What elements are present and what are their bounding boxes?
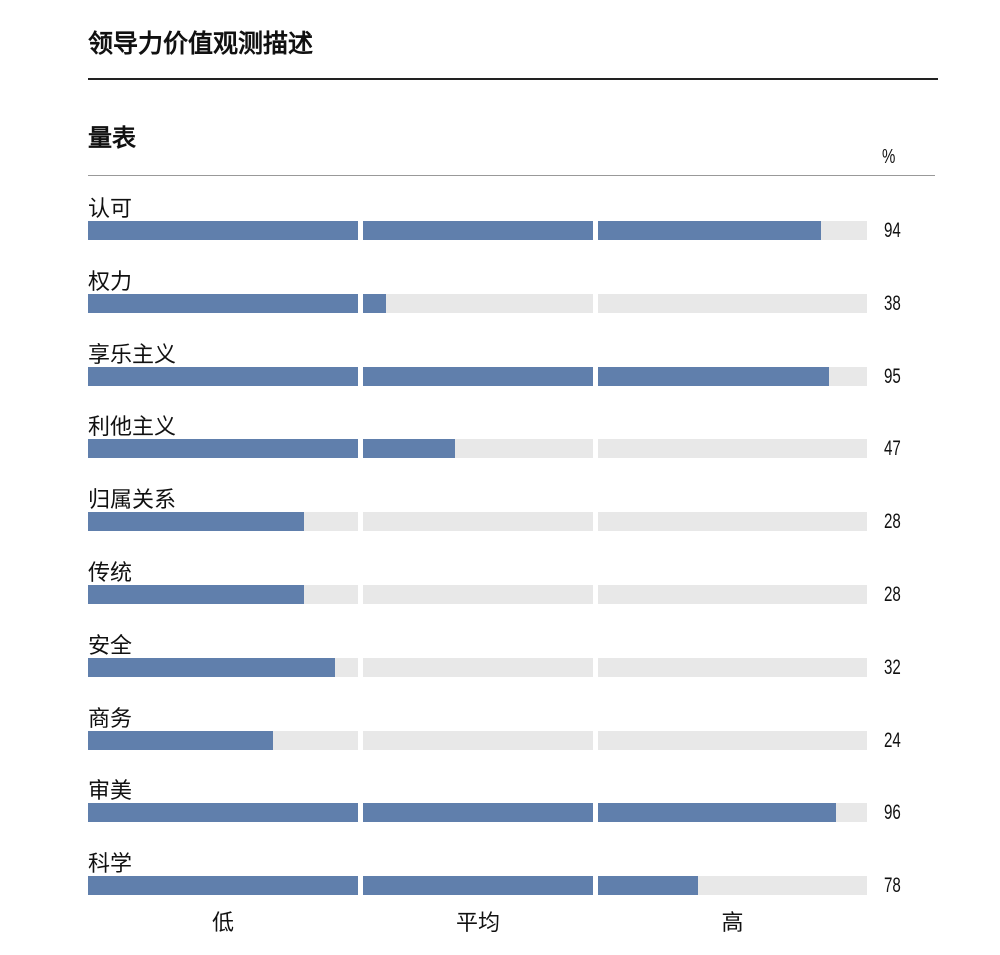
value-label: 94: [884, 219, 901, 242]
bar-fill: [598, 366, 829, 386]
bar-track-segment: [598, 439, 867, 459]
category-label: 商务: [88, 706, 133, 732]
bar-track-segment: [88, 730, 358, 750]
bar-track-segment: [598, 657, 867, 677]
bar-fill: [88, 366, 358, 386]
value-label: 32: [884, 655, 901, 679]
bar-fill: [363, 439, 455, 459]
bar-track-segment: [88, 657, 358, 677]
bar-track-segment: [598, 876, 867, 896]
unit-label: %: [882, 146, 896, 168]
band-label: 平均: [455, 911, 501, 936]
bar-fill: [88, 439, 358, 459]
bar-fill: [363, 366, 593, 386]
category-label: 归属关系: [88, 488, 177, 514]
bar-track-segment: [598, 585, 867, 604]
bar-fill: [88, 730, 274, 750]
value-label: 38: [884, 291, 901, 315]
category-label: 利他主义: [88, 415, 177, 441]
bar-fill: [363, 803, 593, 823]
bar-fill: [363, 221, 593, 240]
bar-fill: [88, 221, 358, 240]
bar-track-segment: [598, 512, 867, 532]
value-label: 78: [884, 874, 901, 898]
bar-track-segment: [88, 512, 358, 532]
bar-track-segment: [598, 366, 867, 386]
bar-track-segment: [598, 293, 867, 313]
band-label: 高: [721, 911, 744, 936]
bar-fill: [88, 803, 358, 823]
category-label: 认可: [88, 197, 133, 222]
category-label: 科学: [88, 852, 133, 878]
band-label: 低: [211, 911, 235, 936]
bar-track-segment: [598, 221, 867, 240]
bar-track-segment: [363, 439, 593, 459]
bar-track-segment: [88, 585, 358, 604]
bar-track-segment: [598, 730, 867, 750]
bar-fill: [598, 803, 837, 823]
bar-fill: [88, 657, 335, 677]
bar-fill: [598, 221, 821, 240]
category-label: 权力: [88, 269, 133, 295]
bar-track-segment: [363, 730, 593, 750]
bar-track-segment: [88, 293, 358, 313]
category-label: 享乐主义: [88, 342, 177, 368]
bar-track-segment: [363, 876, 593, 896]
bar-track-segment: [88, 876, 358, 896]
bar-track-segment: [88, 366, 358, 386]
value-label: 24: [884, 728, 901, 752]
bar-fill: [363, 876, 593, 896]
bar-fill: [598, 876, 698, 896]
value-label: 28: [884, 583, 901, 606]
bar-track-segment: [88, 439, 358, 459]
title-divider: [88, 78, 938, 80]
bar-track-segment: [363, 585, 593, 604]
category-label: 安全: [88, 633, 133, 659]
bar-track-segment: [598, 803, 867, 823]
bar-track-segment: [88, 221, 358, 240]
bar-track-segment: [363, 293, 593, 313]
bar-track-segment: [363, 221, 593, 240]
bar-track-segment: [363, 512, 593, 532]
section-title: 量表: [88, 124, 136, 152]
bar-fill: [363, 293, 386, 313]
value-label: 28: [884, 510, 901, 534]
value-label: 47: [884, 437, 901, 461]
value-label: 95: [884, 364, 901, 388]
bar-fill: [88, 585, 304, 604]
bar-fill: [88, 876, 358, 896]
bar-track-segment: [363, 803, 593, 823]
page-title: 领导力价值观测描述: [88, 29, 314, 58]
value-label: 96: [884, 801, 901, 825]
bar-fill: [88, 512, 304, 532]
category-label: 传统: [88, 561, 133, 586]
header-divider: [88, 175, 935, 176]
bar-fill: [88, 293, 358, 313]
bar-track-segment: [88, 803, 358, 823]
category-label: 审美: [88, 779, 133, 805]
bar-track-segment: [363, 657, 593, 677]
bar-track-segment: [363, 366, 593, 386]
